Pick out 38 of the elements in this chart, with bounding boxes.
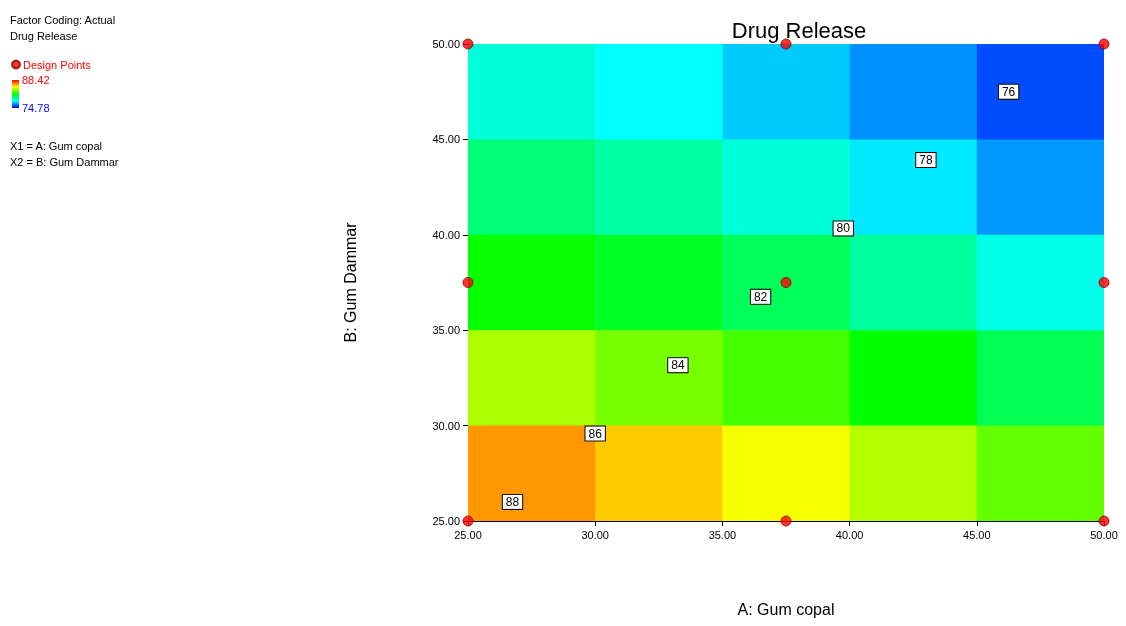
y-tick-label: 35.00 bbox=[432, 324, 460, 337]
annotation: 88 bbox=[505, 494, 520, 509]
x-tick-label: 45.00 bbox=[963, 528, 991, 541]
annotation: 86 bbox=[588, 426, 603, 441]
point bbox=[1098, 277, 1110, 288]
x-tick-label: 40.00 bbox=[835, 528, 864, 541]
x-tick-label: 35.00 bbox=[708, 528, 737, 541]
point bbox=[780, 515, 792, 527]
x-axis-title: A: Gum copal bbox=[737, 600, 835, 618]
y-tick-label: 45.00 bbox=[432, 133, 460, 146]
text: Factor Coding: Actual bbox=[10, 13, 116, 26]
annotation: 78 bbox=[919, 153, 933, 168]
annotation: 76 bbox=[1001, 84, 1016, 99]
y-tick-label: 50.00 bbox=[432, 38, 460, 50]
point bbox=[780, 277, 792, 288]
text: X1 = A: Gum copal bbox=[10, 139, 103, 152]
point bbox=[1098, 38, 1110, 50]
y-tick-label: 40.00 bbox=[432, 228, 460, 241]
x-tick-label: 30.00 bbox=[581, 528, 609, 541]
chart-title: Drug Release bbox=[731, 17, 867, 43]
y-tick-label: 30.00 bbox=[432, 419, 460, 432]
color-bar-title: Drug Release bbox=[10, 29, 78, 42]
x-tick-label: 50.00 bbox=[1090, 528, 1118, 541]
y-axis-title: B: Gum Dammar bbox=[341, 221, 359, 343]
color-bar-label: 74.78 bbox=[22, 102, 50, 114]
point bbox=[462, 38, 474, 50]
color-bar-label: 88.42 bbox=[22, 74, 50, 86]
text: X2 = B: Gum Dammar bbox=[10, 155, 119, 168]
point bbox=[1098, 515, 1110, 527]
annotation: 82 bbox=[753, 289, 768, 304]
y-tick-label: 25.00 bbox=[432, 515, 460, 527]
annotation: 80 bbox=[836, 221, 851, 236]
point bbox=[462, 515, 474, 527]
point bbox=[780, 38, 792, 50]
annotation: 84 bbox=[671, 358, 685, 373]
legend-label: Design Points bbox=[23, 58, 92, 71]
x-tick-label: 25.00 bbox=[454, 528, 482, 541]
point bbox=[462, 277, 474, 288]
